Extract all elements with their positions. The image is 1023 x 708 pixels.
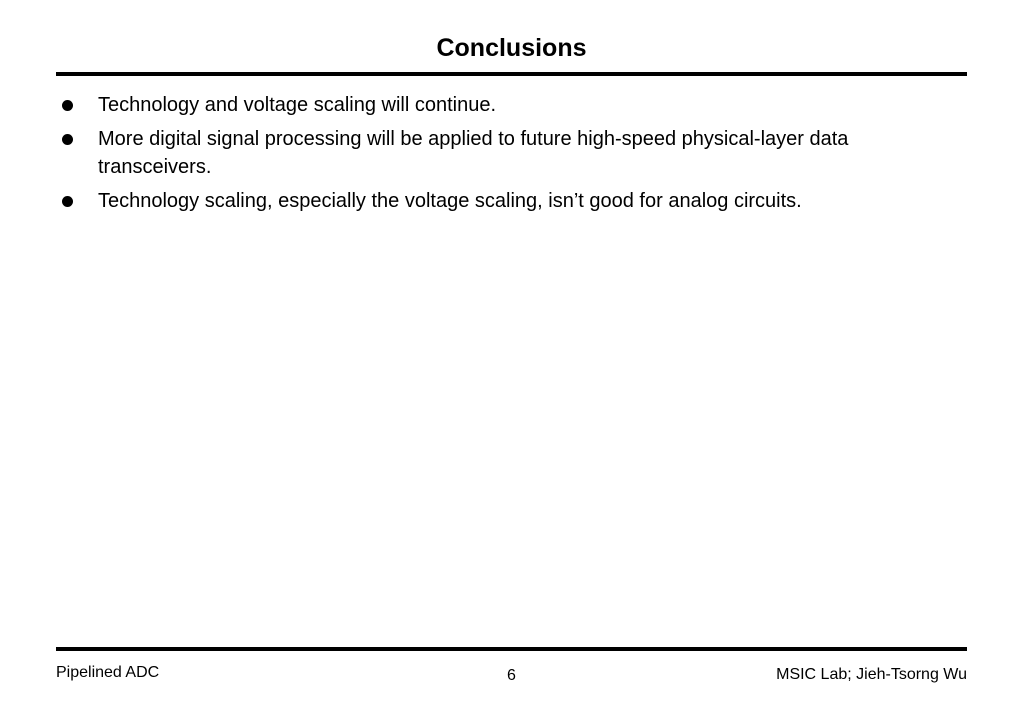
footer-deck-title: Pipelined ADC bbox=[56, 664, 160, 681]
slide-title: Conclusions bbox=[436, 34, 587, 62]
title-divider bbox=[56, 72, 967, 76]
bullet-text: Technology and voltage scaling will cont… bbox=[98, 94, 497, 116]
bullet-dot-icon bbox=[62, 196, 73, 207]
bullet-text: Technology scaling, especially the volta… bbox=[98, 190, 802, 212]
bullet-list: Technology and voltage scaling will cont… bbox=[58, 91, 958, 221]
bullet-item: More digital signal processing will be a… bbox=[58, 125, 958, 181]
bullet-text: More digital signal processing will be a… bbox=[98, 128, 849, 178]
bullet-item: Technology and voltage scaling will cont… bbox=[58, 91, 958, 119]
bullet-dot-icon bbox=[62, 134, 73, 145]
page-number: 6 bbox=[507, 667, 516, 684]
footer-author: MSIC Lab; Jieh-Tsorng Wu bbox=[776, 666, 967, 683]
bullet-dot-icon bbox=[62, 100, 73, 111]
footer-divider bbox=[56, 647, 967, 651]
bullet-item: Technology scaling, especially the volta… bbox=[58, 187, 958, 215]
